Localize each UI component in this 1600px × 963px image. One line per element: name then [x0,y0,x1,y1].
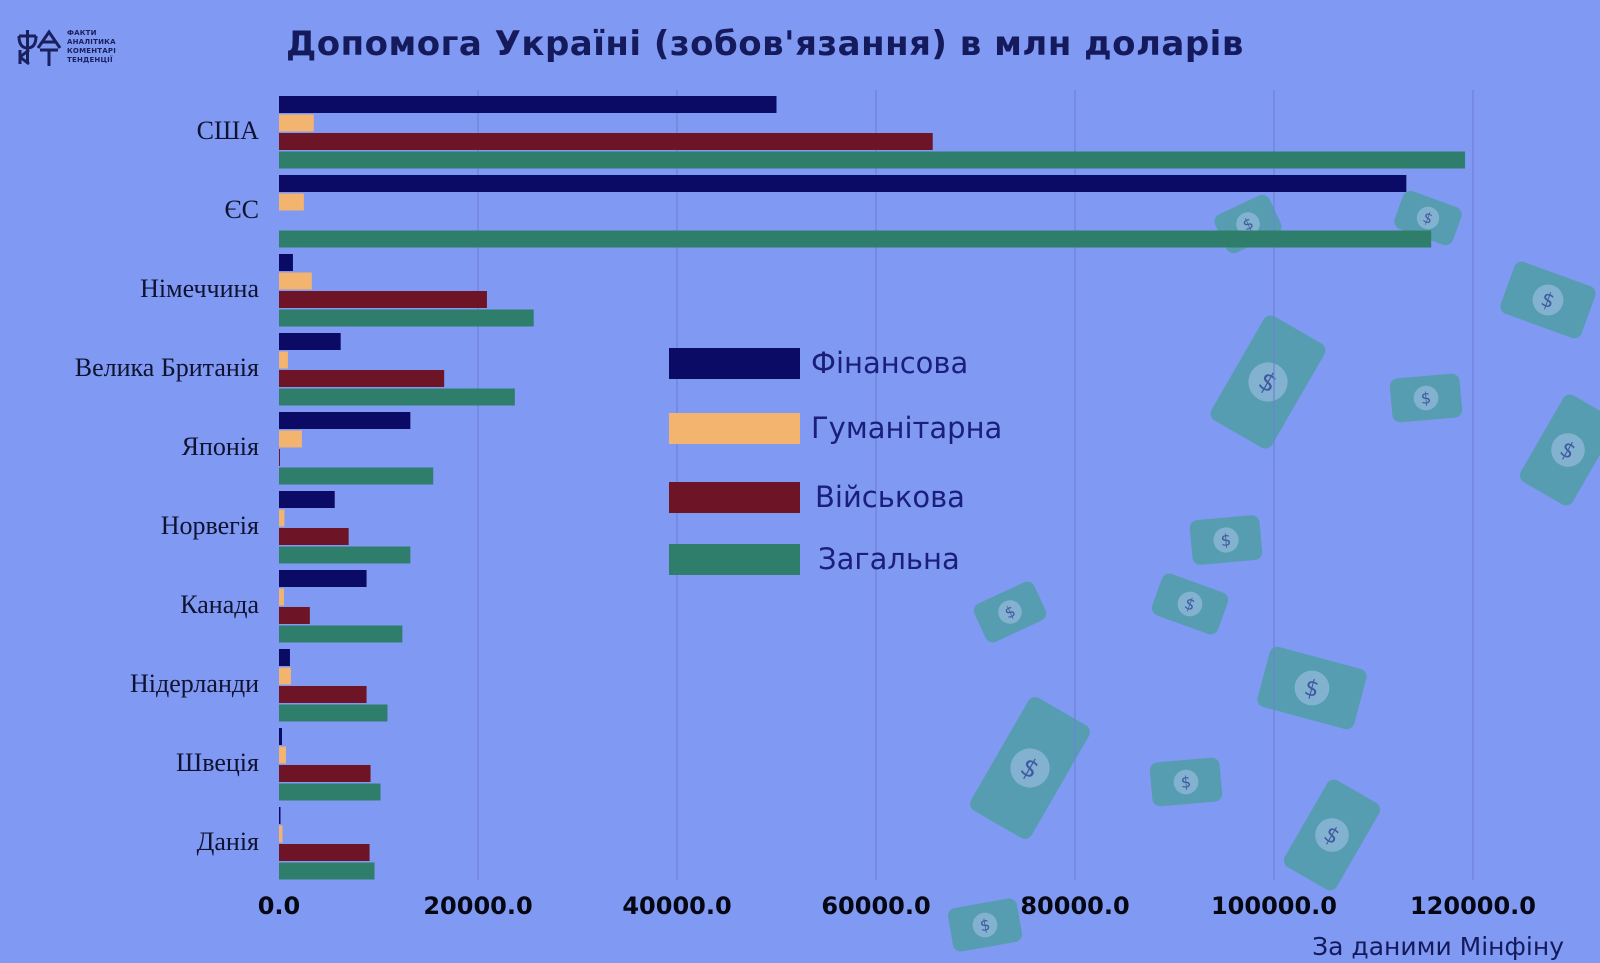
legend-swatch [669,413,800,444]
logo-line-trends: ТЕНДЕНЦІЇ [67,56,113,64]
logo-line-comments: КОМЕНТАРІ [67,47,117,55]
bar [279,570,367,587]
legend-swatch [669,544,800,575]
legend-swatch [669,348,800,379]
bar [279,151,1466,169]
bar [279,844,370,861]
bar [279,783,381,801]
legend-label: Загальна [818,542,960,576]
category-label: Норвегія [161,511,259,540]
legend-label: Фінансова [811,346,968,380]
money-decoration: $ $$$ $$$$ $$$ $$$ [947,190,1600,952]
svg-text:$: $ [1420,388,1432,408]
bar [279,467,434,485]
x-tick-label: 0.0 [258,892,301,920]
bar [279,230,1432,248]
logo: ФАКТИ АНАЛІТИКА КОМЕНТАРІ ТЕНДЕНЦІЇ [16,26,126,72]
source-note: За даними Мінфіну [1312,932,1564,961]
grid-lines [477,90,1474,880]
logo-mark-icon [17,29,62,66]
bar [279,254,293,271]
bar [279,96,777,113]
svg-text:$: $ [1301,674,1322,703]
money-bill-icon: $ [1257,646,1367,730]
legend: Фінансова Гуманітарна Військова Загальна [669,346,1002,576]
bar [279,667,291,685]
logo-wordmark: ФАКТИ АНАЛІТИКА КОМЕНТАРІ ТЕНДЕНЦІЇ [67,29,116,65]
x-tick-labels: 0.0 20000.0 40000.0 60000.0 80000.0 100000.0 1… [258,892,1536,920]
bar [279,765,371,782]
money-bill-icon: $ [1389,373,1463,423]
money-bill-icon: $ [947,898,1023,952]
bar [279,807,281,824]
category-label: Канада [180,590,259,619]
x-tick-label: 40000.0 [622,892,731,920]
bar [279,862,375,880]
bars [279,96,1466,880]
svg-text:$: $ [978,915,991,935]
chart-title: Допомога Україні (зобов'язання) в млн до… [286,24,1244,64]
category-label: Данія [197,827,259,856]
svg-text:$: $ [1180,772,1192,792]
bar [279,728,282,745]
bar [279,528,349,545]
category-label: ЄС [224,195,259,224]
money-bill-icon: $ [1189,515,1263,565]
bar [279,388,515,406]
category-label: Велика Британія [75,353,259,382]
money-bill-icon: $ [1149,757,1223,807]
money-bill-icon: $ [1519,394,1600,506]
money-bill-icon: $ [970,697,1090,839]
bar [279,625,403,643]
bar [279,649,290,666]
bar [279,114,314,132]
bar [279,333,341,350]
svg-text:$: $ [1220,530,1232,550]
bar [279,509,285,527]
bar [279,607,310,624]
legend-swatch [669,482,800,513]
category-label: Нідерланди [130,669,259,698]
money-bill-icon: $ [1210,315,1326,449]
bar [279,686,367,703]
bar [279,449,280,466]
category-label: США [197,116,260,145]
bar [279,193,304,211]
money-bill-icon: $ [1151,573,1229,635]
bar [279,309,534,327]
bar [279,412,411,429]
money-bill-icon: $ [1500,261,1596,339]
money-bill-icon: $ [1283,779,1381,891]
x-tick-label: 100000.0 [1211,892,1337,920]
x-tick-label: 20000.0 [423,892,532,920]
legend-label: Гуманітарна [811,411,1002,445]
bar [279,746,286,764]
category-label: Німеччина [140,274,259,303]
x-tick-label: 60000.0 [821,892,930,920]
category-label: Японія [182,432,259,461]
bar [279,351,288,369]
logo-line-analytics: АНАЛІТИКА [67,38,116,46]
money-bill-icon: $ [973,581,1047,643]
category-labels: США ЄС Німеччина Велика Британія Японія Норве… [75,116,260,856]
bar [279,291,487,308]
x-tick-label: 80000.0 [1020,892,1129,920]
bar [279,588,284,606]
bar [279,704,388,722]
bar [279,175,1407,192]
bar [279,825,283,843]
bar [279,133,933,150]
bar [279,370,445,387]
bar [279,546,411,564]
logo-line-facts: ФАКТИ [67,29,97,37]
bar [279,272,312,290]
x-tick-label: 120000.0 [1410,892,1536,920]
bar [279,430,302,448]
legend-label: Військова [815,480,965,514]
category-label: Швеція [176,748,259,777]
bar [279,491,335,508]
